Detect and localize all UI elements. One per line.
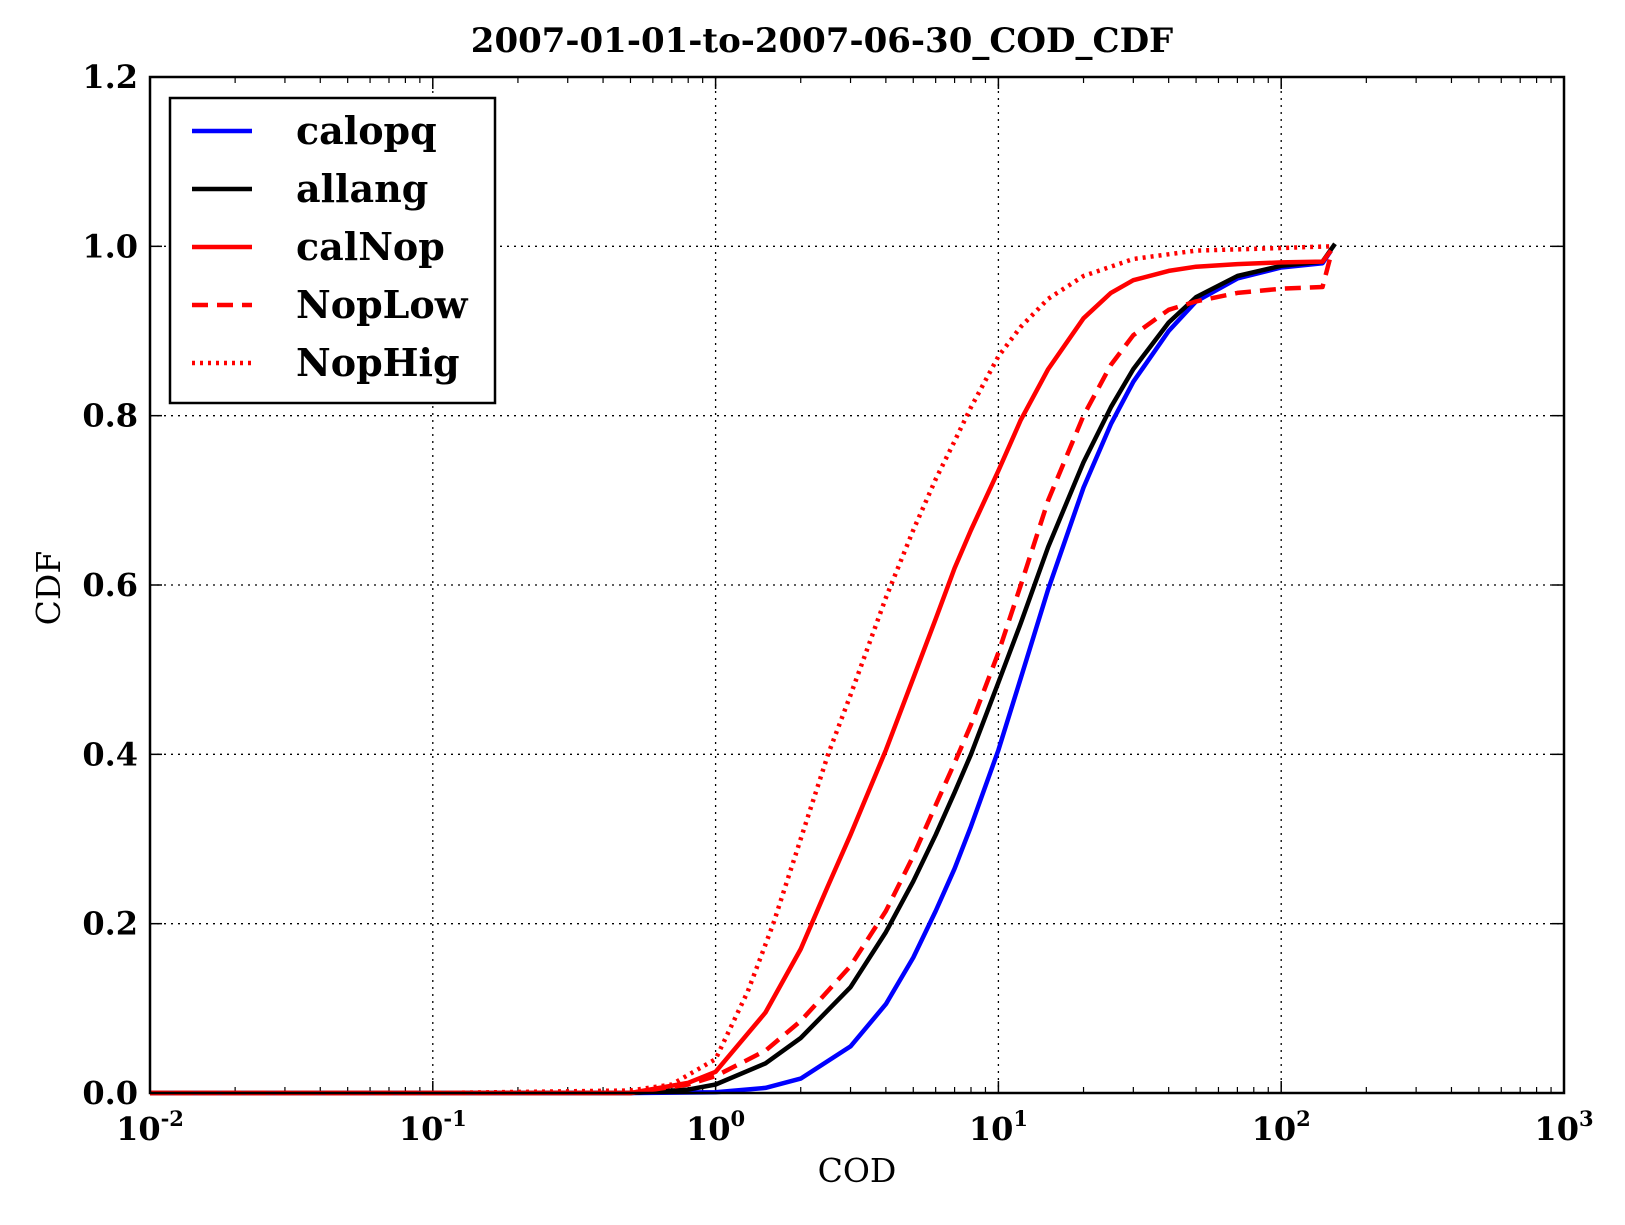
- legend-label-calNop: calNop: [296, 224, 445, 269]
- series-line-NopLow: [150, 254, 1334, 1096]
- series-line-NopHig: [150, 244, 1332, 1096]
- series-line-calNop: [150, 249, 1333, 1096]
- legend-box: [168, 96, 497, 405]
- legend: calopq allang calNop NopLow NopHig: [168, 96, 497, 405]
- y-tick-label: 1.0: [82, 227, 138, 265]
- y-tick-label: 0.8: [82, 397, 138, 435]
- legend-label-calopq: calopq: [296, 108, 437, 153]
- legend-label-NopLow: NopLow: [296, 282, 469, 327]
- series-line-calopq: [150, 249, 1333, 1096]
- plot-frame: [148, 75, 1566, 1095]
- y-tick-label: 0.2: [82, 905, 138, 943]
- series-line-allang: [150, 242, 1337, 1096]
- y-tick-label: 1.2: [82, 58, 138, 96]
- legend-label-allang: allang: [296, 166, 428, 211]
- x-axis-label: COD: [818, 1151, 897, 1190]
- x-tick-label: 102: [1252, 1106, 1311, 1148]
- series-lines: [150, 242, 1337, 1096]
- chart-title: 2007-01-01-to-2007-06-30_COD_CDF: [471, 21, 1173, 61]
- x-tick-label: 100: [686, 1106, 745, 1148]
- y-tick-label: 0.4: [82, 735, 138, 773]
- x-tick-label: 10-1: [399, 1106, 467, 1148]
- y-tick-label: 0.6: [82, 566, 138, 604]
- x-tick-label: 10-2: [116, 1106, 184, 1148]
- y-axis-label: CDF: [29, 551, 68, 626]
- legend-label-NopHig: NopHig: [296, 340, 460, 385]
- x-tick-label: 103: [1534, 1106, 1593, 1148]
- x-tick-labels: 10-2 10-1 100 101 102 103: [116, 1106, 1594, 1148]
- y-tick-labels: 0.0 0.2 0.4 0.6 0.8 1.0 1.2: [82, 58, 138, 1112]
- y-tick-label: 0.0: [82, 1074, 138, 1112]
- x-tick-label: 101: [969, 1106, 1028, 1148]
